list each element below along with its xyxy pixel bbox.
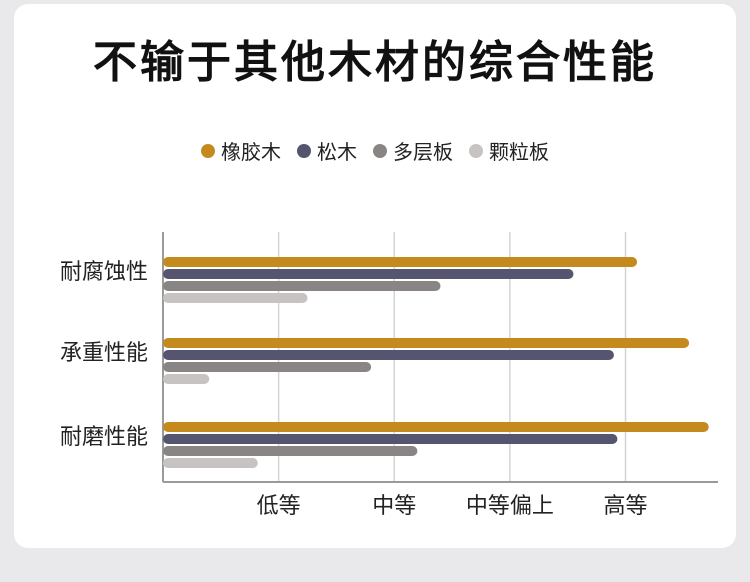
legend-swatch xyxy=(201,143,215,158)
legend-swatch xyxy=(373,143,387,158)
category-label: 耐腐蚀性 xyxy=(60,260,148,285)
bar xyxy=(163,422,709,432)
x-tick-label: 高等 xyxy=(603,494,647,519)
legend-label: 颗粒板 xyxy=(489,140,549,164)
legend-label: 多层板 xyxy=(393,140,453,164)
bar xyxy=(163,350,614,360)
bar xyxy=(163,293,308,303)
bar xyxy=(163,374,210,384)
legend-swatch xyxy=(469,143,483,158)
bar xyxy=(163,269,574,279)
category-label: 承重性能 xyxy=(60,341,148,366)
chart-title: 不输于其他木材的综合性能 xyxy=(93,37,657,88)
bar xyxy=(163,362,372,372)
bar xyxy=(163,446,418,456)
bar xyxy=(163,281,441,291)
bar xyxy=(163,338,690,348)
legend-label: 松木 xyxy=(317,140,357,164)
legend-item: 橡胶木 xyxy=(201,136,281,165)
legend-swatch xyxy=(297,143,311,158)
x-tick-label: 中等 xyxy=(372,494,416,519)
legend-label: 橡胶木 xyxy=(221,140,281,164)
legend-item: 颗粒板 xyxy=(469,136,549,165)
legend-item: 松木 xyxy=(297,136,357,165)
legend-item: 多层板 xyxy=(373,136,453,165)
category-label: 耐磨性能 xyxy=(60,425,148,450)
legend: 橡胶木 松木 多层板 颗粒板 xyxy=(0,136,750,165)
x-tick-label: 中等偏上 xyxy=(466,494,554,519)
bar xyxy=(163,257,638,267)
x-tick-label: 低等 xyxy=(257,494,301,519)
bar xyxy=(163,458,258,468)
bar xyxy=(163,434,618,444)
